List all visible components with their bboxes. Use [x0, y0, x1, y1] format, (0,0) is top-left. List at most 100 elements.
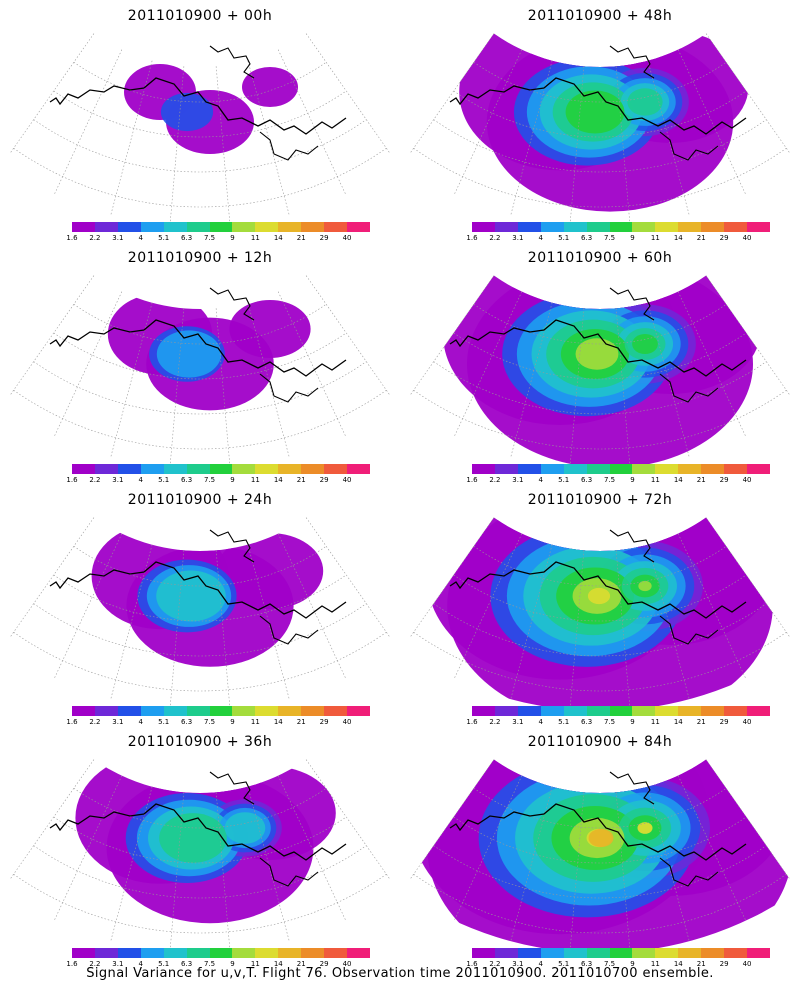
colorbar-label: 1.6: [66, 476, 78, 484]
longitude-line: [277, 291, 347, 437]
colorbar-swatch: [655, 464, 679, 474]
latitude-line: [453, 816, 747, 864]
coastline: [609, 45, 655, 79]
latitude-line: [473, 787, 727, 829]
latitude-line: [73, 303, 327, 345]
colorbar-label: 21: [296, 476, 306, 484]
colorbar-label: 5.1: [158, 476, 170, 484]
colorbar-swatch: [472, 706, 495, 716]
colorbar-label: 14: [273, 476, 283, 484]
map-svg: [410, 517, 790, 706]
colorbar-swatch: [724, 464, 748, 474]
colorbar-swatch: [494, 706, 518, 716]
longitude-line: [247, 60, 290, 216]
colorbar: [472, 948, 770, 958]
colorbar-swatch: [655, 222, 679, 232]
colorbar-swatch: [140, 464, 164, 474]
latitude-line: [453, 574, 747, 622]
coastline: [659, 373, 719, 403]
longitude-line: [569, 550, 585, 706]
colorbar-label: 11: [650, 476, 660, 484]
colorbar-label: 4: [538, 960, 543, 968]
variance-contour: [224, 812, 266, 844]
coastline: [259, 131, 319, 161]
variance-field: [91, 522, 324, 667]
colorbar-label: 4: [138, 718, 143, 726]
colorbar: [472, 464, 770, 474]
colorbar-label: 5.1: [558, 718, 570, 726]
colorbar-label: 40: [342, 718, 352, 726]
colorbar-label: 11: [250, 718, 260, 726]
graticule: [10, 275, 390, 464]
longitude-line: [453, 291, 523, 437]
colorbar-swatch: [540, 464, 564, 474]
variance-field: [426, 517, 774, 706]
colorbar-swatch: [278, 464, 302, 474]
colorbar-label: 6.3: [581, 476, 593, 484]
map-svg: [410, 33, 790, 222]
colorbar-swatch: [472, 222, 495, 232]
longitude-line: [705, 275, 790, 396]
colorbar-swatch: [632, 222, 656, 232]
map-svg: [410, 759, 790, 948]
longitude-line: [215, 792, 231, 948]
longitude-line: [110, 60, 153, 216]
colorbar-swatch: [232, 464, 256, 474]
colorbar-label: 21: [696, 476, 706, 484]
colorbar-swatch: [232, 948, 256, 958]
colorbar-label: 11: [250, 234, 260, 242]
colorbar-swatch: [301, 948, 325, 958]
forecast-panel: 2011010900 + 48h 1.6 2.2 3.1 4 5.1 6.3 7.5 9 11 1…: [410, 0, 790, 242]
colorbar-swatch: [255, 464, 279, 474]
latitude-line: [73, 787, 327, 829]
latitude-line: [413, 147, 787, 208]
longitude-line: [569, 792, 585, 948]
graticule: [410, 759, 790, 948]
map-svg: [410, 275, 790, 464]
colorbar-label: 29: [319, 476, 329, 484]
longitude-line: [453, 775, 523, 921]
colorbar-swatch: [94, 222, 118, 232]
colorbar-label: 2.2: [89, 718, 101, 726]
forecast-panel: 2011010900 + 12h 1.6 2.2 3.1 4 5.1 6.3 7.5 9 11 1…: [10, 242, 390, 484]
coastline: [449, 803, 747, 861]
coastline: [49, 803, 347, 861]
colorbar-swatch: [72, 948, 95, 958]
variance-field: [75, 759, 336, 924]
figure-caption: Signal Variance for u,v,T. Flight 76. Ob…: [86, 966, 714, 981]
panel-title: 2011010900 + 72h: [527, 492, 673, 508]
colorbar-swatch: [140, 222, 164, 232]
colorbar-label: 21: [296, 234, 306, 242]
latitude-line: [453, 90, 747, 138]
colorbar-swatch: [324, 464, 348, 474]
coastline: [259, 373, 319, 403]
colorbar-swatch: [278, 948, 302, 958]
colorbar-swatch: [586, 706, 610, 716]
colorbar-swatch: [117, 464, 141, 474]
longitude-line: [705, 517, 790, 638]
colorbar-swatch: [701, 464, 725, 474]
colorbar-swatch: [209, 464, 233, 474]
latitude-line: [413, 873, 787, 934]
colorbar-label: 3.1: [112, 718, 124, 726]
colorbar-swatch: [747, 706, 770, 716]
colorbar-swatch: [701, 948, 725, 958]
colorbar-label: 3.1: [512, 718, 524, 726]
colorbar-label: 2.2: [89, 476, 101, 484]
colorbar-swatch: [72, 706, 95, 716]
colorbar-labels: 1.6 2.2 3.1 4 5.1 6.3 7.5 9 11 14 21 29 40: [66, 476, 370, 486]
colorbar: [472, 706, 770, 716]
colorbar-label: 7.5: [603, 960, 616, 968]
longitude-line: [615, 66, 631, 222]
coastline: [609, 529, 655, 563]
colorbar-label: 29: [719, 476, 729, 484]
longitude-line: [277, 775, 347, 921]
longitude-line: [305, 275, 390, 396]
longitude-line: [215, 550, 231, 706]
longitude-line: [169, 66, 185, 222]
variance-field: [107, 293, 311, 411]
colorbar-label: 14: [673, 476, 683, 484]
colorbar-swatch: [140, 948, 164, 958]
colorbar-swatch: [72, 222, 95, 232]
colorbar-swatch: [586, 222, 610, 232]
